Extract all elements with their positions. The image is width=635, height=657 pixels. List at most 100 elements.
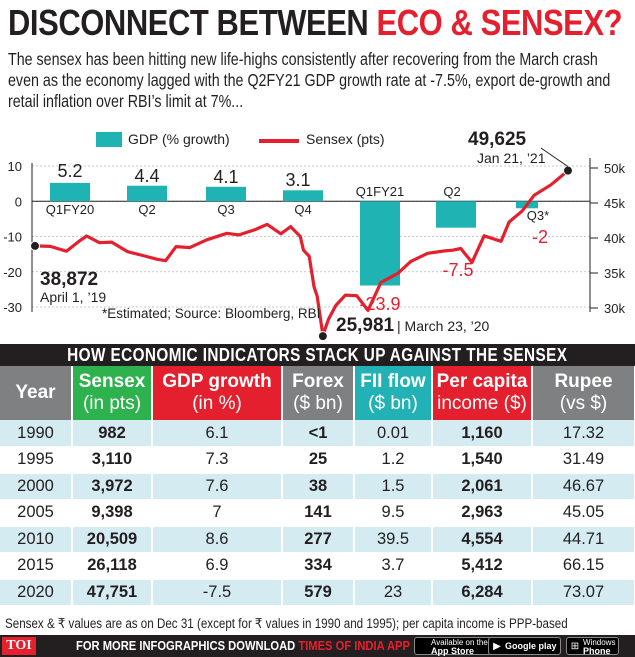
sensex-axis-tick: 45k xyxy=(604,196,625,211)
column-header-line1: Per capita xyxy=(436,371,528,392)
footer-bar: TOI FOR MORE INFOGRAPHICS DOWNLOAD TIMES… xyxy=(0,635,635,657)
table-cell: 7.6 xyxy=(152,473,283,500)
table-heading: HOW ECONOMIC INDICATORS STACK UP AGAINST… xyxy=(0,344,635,366)
table-cell: 5,412 xyxy=(432,552,533,580)
table-cell: 20,509 xyxy=(72,526,153,553)
column-header-line1: FII flow xyxy=(360,371,426,392)
column-header-line2: income ($) xyxy=(437,393,527,414)
table-cell: 2,061 xyxy=(432,473,533,500)
table-cell: 39.5 xyxy=(354,526,433,553)
table-cell: 66.15 xyxy=(532,552,635,580)
table-cell: 6.9 xyxy=(152,552,283,580)
table-row: 2010 20,509 8.6 277 39.5 4,554 44.71 xyxy=(0,526,635,553)
table-cell: 9.5 xyxy=(354,499,433,527)
gdp-axis-tick: 0 xyxy=(15,194,22,209)
sensex-line xyxy=(34,169,570,337)
gdp-bar xyxy=(127,185,167,202)
table-cell: <1 xyxy=(282,420,355,447)
sensex-axis-tick: 40k xyxy=(604,231,625,246)
table-cell: 9,398 xyxy=(72,499,153,527)
gdp-value-label: -7.5 xyxy=(442,260,473,280)
gdp-value-label: -2 xyxy=(532,227,548,247)
table-cell: 2,963 xyxy=(432,499,533,527)
table-cell: 6.1 xyxy=(152,420,283,447)
apple-icon xyxy=(418,641,428,652)
table-cell: 2005 xyxy=(0,499,73,527)
gdp-category-label: Q1FY20 xyxy=(46,202,94,217)
windows-icon: ⊞ xyxy=(570,641,580,652)
sensex-axis-tick: 30k xyxy=(604,301,625,316)
table-cell: 2020 xyxy=(0,579,73,606)
google-play-badge[interactable]: ▶ Google play xyxy=(488,637,561,655)
sensex-marker xyxy=(317,331,328,342)
table-footnote: Sensex & ₹ values are as on Dec 31 (exce… xyxy=(5,616,568,631)
table-row: 2000 3,972 7.6 38 1.5 2,061 46.67 xyxy=(0,473,635,500)
gdp-category-label: Q1FY21 xyxy=(356,184,404,199)
footer-promo[interactable]: FOR MORE INFOGRAPHICS DOWNLOAD TIMES OF … xyxy=(76,638,410,653)
gdp-axis-tick: -10 xyxy=(3,230,22,245)
column-header-line2: ($ bn) xyxy=(293,393,343,414)
table-cell: 3,110 xyxy=(72,446,153,474)
table-cell: 7 xyxy=(152,499,283,527)
table-row: 1995 3,110 7.3 25 1.2 1,540 31.49 xyxy=(0,446,635,474)
sensex-axis-tick: 50k xyxy=(604,161,625,176)
table-cell: 17.32 xyxy=(532,420,635,447)
table-cell: 1,160 xyxy=(432,420,533,447)
gdp-bar xyxy=(436,201,476,228)
annotation-high-date: Jan 21, ’21 xyxy=(477,150,546,166)
legend-sensex-swatch xyxy=(259,139,299,143)
column-header-line1: GDP growth xyxy=(162,371,272,392)
page-title: DISCONNECT BETWEEN ECO & SENSEX? xyxy=(8,2,623,44)
gdp-axis-tick: -20 xyxy=(3,265,22,280)
table-cell: 8.6 xyxy=(152,526,283,553)
legend-gdp-swatch xyxy=(96,132,122,147)
column-header: Sensex (in pts) xyxy=(72,366,153,420)
legend-sensex-label: Sensex (pts) xyxy=(306,131,385,147)
column-header: Rupee (vs $) xyxy=(532,366,635,420)
table-cell: 6,284 xyxy=(432,579,533,606)
gdp-value-label: -23.9 xyxy=(359,294,400,314)
table-cell: 1.5 xyxy=(354,473,433,500)
play-icon: ▶ xyxy=(493,641,501,652)
gdp-category-label: Q4 xyxy=(294,202,311,217)
gdp-category-label: Q3 xyxy=(217,202,234,217)
gdp-value-label: 3.1 xyxy=(285,170,310,190)
gdp-category-label: Q2 xyxy=(443,184,460,199)
column-header-line2: (in %) xyxy=(192,393,242,414)
table-cell: 4,554 xyxy=(432,526,533,553)
indicators-table: Year Sensex (in pts) GDP growth (in %) Forex(… xyxy=(0,366,635,606)
column-header-line2: (vs $) xyxy=(559,393,608,414)
table-cell: 73.07 xyxy=(532,579,635,606)
table-cell: 25 xyxy=(282,446,355,474)
table-cell: 579 xyxy=(282,579,355,606)
table-row: 2020 47,751 -7.5 579 23 6,284 73.07 xyxy=(0,579,635,606)
gdp-sensex-chart: 10 0 -10 -20 -30 50k 45k 40k 35k 30k Q1FY20 5.2 Q2 4.… xyxy=(3,129,625,342)
gdp-bar xyxy=(206,186,246,202)
gdp-axis-tick: -30 xyxy=(3,300,22,315)
annotation-start-value: 38,872 xyxy=(40,269,98,290)
table-cell: -7.5 xyxy=(152,579,283,606)
annotation-low-date: | March 23, ’20 xyxy=(397,318,490,334)
table-cell: 0.01 xyxy=(354,420,433,447)
table-cell: 277 xyxy=(282,526,355,553)
gdp-value-label: 4.1 xyxy=(213,167,238,187)
table-cell: 26,118 xyxy=(72,552,153,580)
table-row: 1990 982 6.1 <1 0.01 1,160 17.32 xyxy=(0,420,635,447)
annotation-start-date: April 1, ’19 xyxy=(40,289,106,305)
column-header-line1: Forex xyxy=(292,371,344,392)
table-cell: 982 xyxy=(72,420,153,447)
column-header: Per capita income ($) xyxy=(432,366,533,420)
table-row: 2015 26,118 6.9 334 3.7 5,412 66.15 xyxy=(0,552,635,580)
app-store-badge[interactable]: Available on the App Store xyxy=(414,637,492,656)
sensex-axis-tick: 35k xyxy=(604,266,625,281)
table-cell: 3.7 xyxy=(354,552,433,580)
column-header: GDP growth (in %) xyxy=(152,366,283,420)
gdp-category-label: Q3* xyxy=(527,208,549,223)
table-cell: 2015 xyxy=(0,552,73,580)
table-cell: 23 xyxy=(354,579,433,606)
column-header-line2: (in pts) xyxy=(82,393,142,414)
windows-phone-badge[interactable]: ⊞ Windows Phone xyxy=(566,637,620,656)
table-cell: 3,972 xyxy=(72,473,153,500)
gdp-bar xyxy=(283,190,323,202)
toi-logo: TOI xyxy=(2,637,36,655)
